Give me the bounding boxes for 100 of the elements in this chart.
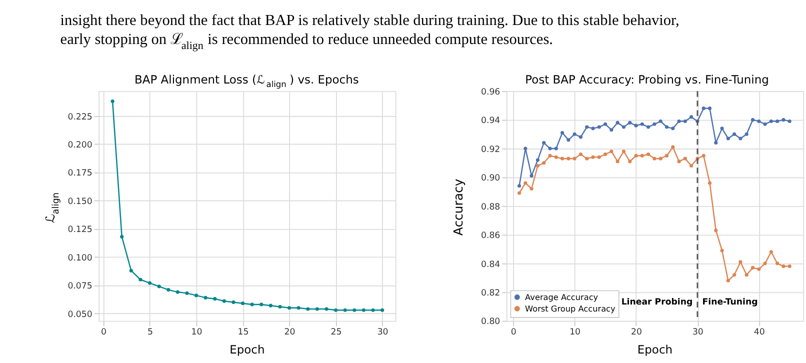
point <box>536 164 540 168</box>
point <box>763 262 767 266</box>
point <box>362 308 366 312</box>
point <box>622 125 626 129</box>
point <box>148 281 152 285</box>
point <box>616 120 620 124</box>
point <box>683 119 687 124</box>
x-axis-title: Epoch <box>230 342 265 356</box>
point <box>542 141 546 145</box>
point <box>671 145 675 149</box>
point <box>232 300 236 304</box>
x-tick-label: 5 <box>147 328 153 338</box>
point <box>658 156 662 160</box>
x-tick-label: 15 <box>238 328 249 338</box>
point <box>776 262 780 266</box>
y-tick-label: 0.100 <box>68 253 92 264</box>
point <box>524 146 528 150</box>
x-tick-label: 40 <box>754 328 765 338</box>
point <box>634 154 638 158</box>
point <box>315 307 319 311</box>
y-tick-label: 0.86 <box>480 231 500 242</box>
point <box>776 119 780 124</box>
point <box>185 291 189 295</box>
point <box>591 126 595 130</box>
point <box>110 99 114 104</box>
point <box>250 302 254 306</box>
point <box>769 250 773 254</box>
point <box>690 164 694 168</box>
y-tick-label: 0.80 <box>480 317 500 328</box>
point <box>120 234 124 239</box>
x-tick-label: 30 <box>377 328 388 338</box>
point <box>671 126 675 130</box>
y-axis-title: Accuracy <box>450 178 466 236</box>
point <box>578 135 583 139</box>
point <box>726 136 730 140</box>
point <box>616 160 620 164</box>
point <box>222 299 226 303</box>
point <box>260 302 264 306</box>
point <box>744 273 748 277</box>
y-tick-label: 0.96 <box>480 87 500 98</box>
y-axis-title: ℒalign <box>42 192 62 223</box>
point <box>597 155 601 159</box>
point <box>240 302 245 306</box>
point <box>757 119 761 124</box>
point <box>352 308 356 312</box>
point <box>622 150 626 154</box>
annotation: Fine-Tuning <box>702 298 758 308</box>
point <box>690 115 694 119</box>
point <box>763 122 767 126</box>
point <box>738 136 742 140</box>
point <box>640 154 644 158</box>
point <box>524 181 528 185</box>
point <box>585 125 589 129</box>
legend-label: Worst Group Accuracy <box>525 304 616 314</box>
point <box>634 124 638 128</box>
point <box>380 308 384 312</box>
point <box>788 119 792 124</box>
point <box>566 138 570 142</box>
legend-label: Average Accuracy <box>525 292 598 302</box>
point <box>744 132 748 136</box>
point <box>720 126 724 130</box>
point <box>204 296 208 300</box>
y-tick-label: 0.88 <box>480 202 500 212</box>
point <box>288 306 292 310</box>
point <box>194 294 198 298</box>
point <box>572 156 576 160</box>
point <box>708 106 712 110</box>
x-tick-label: 25 <box>330 328 342 338</box>
point <box>720 248 724 252</box>
y-tick-label: 0.125 <box>68 225 92 236</box>
point <box>782 264 786 268</box>
point <box>530 186 534 191</box>
point <box>646 152 650 156</box>
x-tick-label: 20 <box>631 328 642 338</box>
point <box>572 132 576 136</box>
point <box>604 122 608 126</box>
point <box>138 278 142 282</box>
x-tick-label: 30 <box>692 328 704 338</box>
point <box>585 156 589 160</box>
point <box>702 106 706 110</box>
point <box>658 119 662 124</box>
point <box>334 308 338 312</box>
x-axis-title: Epoch <box>637 342 673 356</box>
point <box>769 119 773 124</box>
y-tick-label: 0.175 <box>68 168 92 179</box>
chart-title: Post BAP Accuracy: Probing vs. Fine-Tuning <box>525 72 769 86</box>
point <box>664 154 669 158</box>
point <box>788 264 792 268</box>
point <box>548 146 552 150</box>
y-tick-label: 0.200 <box>68 140 92 151</box>
point <box>604 152 608 156</box>
point <box>278 304 282 309</box>
point <box>560 156 564 160</box>
point <box>610 128 614 132</box>
point <box>578 152 583 156</box>
point <box>560 130 564 135</box>
point <box>597 125 601 129</box>
point <box>732 132 736 136</box>
point <box>129 268 133 272</box>
y-tick-label: 0.82 <box>480 288 500 298</box>
